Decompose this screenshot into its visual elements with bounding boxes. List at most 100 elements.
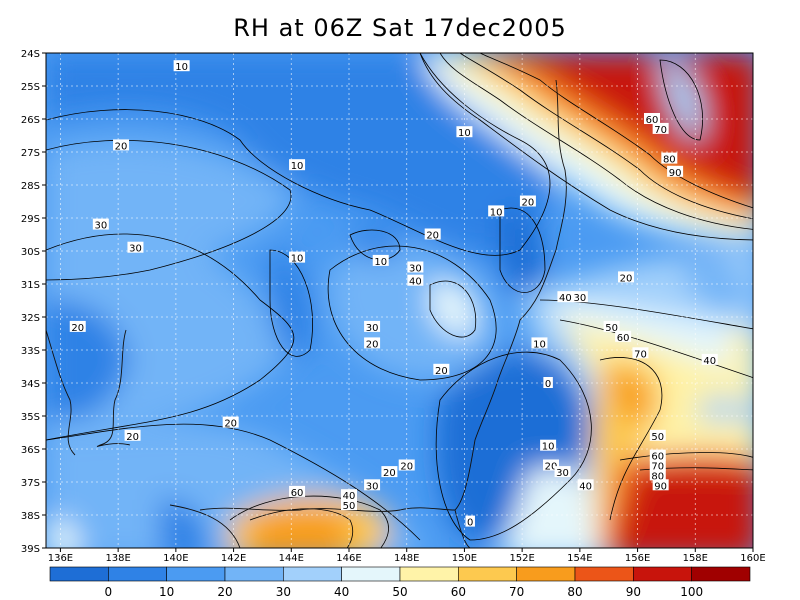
colorbar-swatch: [108, 566, 167, 582]
svg-text:20: 20: [366, 339, 379, 350]
lon-tick-label: 160E: [740, 553, 765, 564]
lon-tick-label: 152E: [509, 553, 534, 564]
svg-text:10: 10: [458, 128, 471, 139]
coastline: [46, 79, 567, 548]
contour-label: 20: [543, 459, 559, 473]
svg-text:40: 40: [703, 356, 716, 367]
contour-label: 20: [364, 337, 381, 350]
svg-text:10: 10: [533, 339, 546, 350]
lon-tick-label: 150E: [452, 553, 477, 564]
svg-text:20: 20: [545, 462, 558, 473]
contour-label: 30: [92, 218, 109, 232]
contour-label: 30: [571, 291, 588, 304]
colorbar: 0 10 20 30 40 50 60 70 80 90 100: [49, 566, 751, 599]
contour-label: 60: [289, 485, 306, 499]
lat-tick-label: 33S: [21, 346, 40, 357]
svg-text:20: 20: [115, 141, 128, 152]
svg-text:20: 20: [435, 366, 448, 377]
svg-text:20: 20: [383, 468, 396, 479]
lat-tick-label: 38S: [21, 511, 40, 522]
svg-text:40: 40: [343, 491, 356, 502]
contour-label: 50: [649, 429, 666, 443]
svg-text:20: 20: [224, 419, 237, 430]
contour-label: 30: [127, 241, 144, 255]
lon-tick-label: 148E: [394, 553, 419, 564]
colorbar-label: 80: [567, 585, 582, 599]
svg-text:60: 60: [617, 333, 630, 344]
lat-tick-label: 30S: [21, 247, 40, 258]
contour-label: 10: [372, 254, 389, 268]
colorbar-swatch: [633, 566, 692, 582]
contour-label: 10: [540, 439, 557, 453]
lat-tick-label: 27S: [21, 148, 40, 159]
contour-label: 40: [407, 274, 424, 288]
colorbar-label: 50: [392, 585, 407, 599]
contour-label: 0: [543, 377, 553, 390]
contour-label: 20: [519, 195, 536, 209]
colorbar-swatch: [691, 566, 751, 582]
svg-text:10: 10: [291, 161, 304, 172]
lon-tick-label: 142E: [221, 553, 246, 564]
svg-text:50: 50: [605, 323, 618, 334]
lat-tick-label: 28S: [21, 181, 40, 192]
lon-tick-label: 138E: [105, 553, 130, 564]
contour-label: 40: [701, 353, 718, 367]
lat-tick-label: 29S: [21, 214, 40, 225]
contour-label: 30: [554, 466, 571, 479]
contour-label: 70: [652, 122, 669, 136]
colorbar-label: 70: [509, 585, 524, 599]
colorbar-label: 10: [159, 585, 174, 599]
colorbar-swatch: [399, 566, 459, 582]
colorbar-label: 60: [451, 585, 466, 599]
contour-label: 20: [124, 429, 141, 443]
contour-label: 70: [649, 459, 666, 473]
colorbar-swatch: [341, 566, 401, 582]
svg-text:0: 0: [467, 518, 473, 529]
contour-label: 20: [113, 139, 130, 152]
svg-text:30: 30: [129, 244, 142, 255]
contour-label: 20: [398, 459, 415, 473]
lon-tick-label: 136E: [48, 553, 73, 564]
contour-label: 50: [341, 499, 357, 512]
lon-tick-label: 144E: [279, 553, 304, 564]
svg-text:10: 10: [542, 442, 555, 453]
contour-label: 10: [456, 126, 473, 139]
svg-text:70: 70: [651, 462, 664, 473]
lon-tick-label: 156E: [625, 553, 650, 564]
svg-text:80: 80: [651, 471, 664, 482]
colorbar-swatch: [574, 566, 634, 582]
contour-label: 40: [577, 479, 594, 492]
colorbar-swatch: [283, 566, 342, 582]
contour-label: 10: [531, 337, 548, 350]
svg-text:70: 70: [654, 125, 667, 136]
contour-label: 60: [649, 449, 666, 463]
contour-lines: [46, 53, 753, 548]
svg-text:60: 60: [651, 452, 664, 463]
svg-text:10: 10: [291, 254, 304, 265]
contour-label: 20: [424, 228, 441, 242]
contour-label: 10: [173, 60, 190, 73]
svg-text:40: 40: [409, 277, 422, 288]
contour-label: 20: [433, 363, 450, 377]
lon-tick-label: 158E: [683, 553, 708, 564]
contour-label: 80: [661, 152, 678, 166]
svg-text:60: 60: [646, 115, 659, 126]
lat-tick-label: 32S: [21, 313, 40, 324]
contour-label: 10: [488, 205, 505, 218]
contour-label: 60: [644, 113, 660, 126]
colorbar-swatch: [166, 566, 226, 582]
contour-label: 60: [615, 330, 632, 344]
contour-label: 90: [652, 479, 669, 492]
contour-label: 10: [289, 159, 306, 172]
svg-text:50: 50: [343, 501, 356, 512]
svg-text:30: 30: [94, 221, 107, 232]
lon-tick-label: 140E: [163, 553, 188, 564]
svg-text:90: 90: [654, 481, 667, 492]
colorbar-label: 90: [626, 585, 641, 599]
svg-text:70: 70: [634, 349, 647, 360]
colorbar-label: 30: [276, 585, 291, 599]
colorbar-label: 100: [680, 585, 703, 599]
lat-tick-label: 34S: [21, 379, 40, 390]
